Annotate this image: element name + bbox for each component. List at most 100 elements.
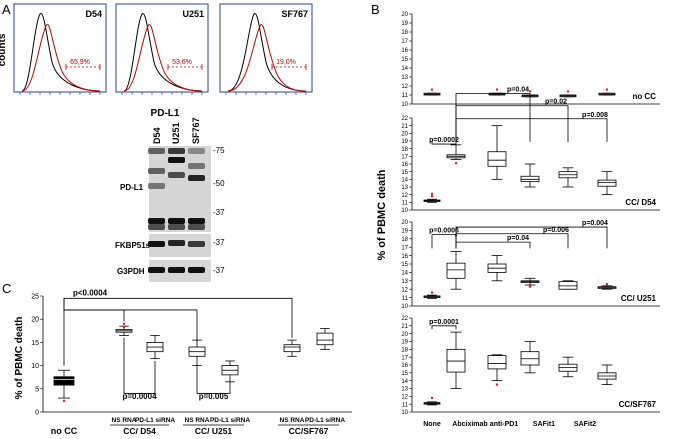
panel-b-subpanel-2: 10 11 12 13 14 15 16 17 18 19 20 CC/ U251 p=0.0006 p=… [401, 220, 660, 310]
blot-band [168, 218, 185, 224]
significance-label: p<0.0004 [73, 289, 108, 298]
blot-marker-75: -75 [213, 146, 225, 155]
blot-band [168, 240, 185, 246]
box-outlier [430, 195, 434, 198]
box-outlier [430, 396, 434, 400]
significance-label: p=0.008 [582, 112, 608, 119]
tick-label: 22 [401, 316, 408, 322]
box-iqr [597, 179, 617, 187]
flow-panel-sf767: SF767 19,0% [219, 3, 313, 95]
flow-curve-pdl1 [123, 24, 203, 92]
flow-curve-pdl1 [227, 24, 307, 92]
blot-marker-37c: -37 [213, 266, 225, 275]
significance-label: p=0.0002 [429, 137, 459, 144]
blot-band [188, 241, 205, 247]
tick-label: 14 [401, 271, 408, 277]
box-outlier [566, 90, 570, 93]
tick-label: 16 [401, 363, 408, 369]
blot-band [148, 183, 165, 189]
blot-lane-d54: D54 [152, 127, 162, 144]
box-outlier [528, 90, 532, 93]
panel-label-a: A [2, 2, 11, 17]
flow-xlabel: PD-L1 [151, 108, 180, 119]
flow-title: U251 [182, 9, 204, 19]
blot-lane-u251: U251 [171, 122, 181, 144]
significance-bracket [455, 118, 608, 142]
tick-label: 13 [401, 185, 408, 191]
flow-curve-control [21, 13, 101, 92]
tick-label: 13 [401, 75, 408, 81]
tick-label: 20 [31, 317, 39, 324]
flow-curve-control [227, 13, 307, 92]
significance-label: p=0.0001 [429, 319, 459, 326]
tick-label: 20 [401, 12, 408, 18]
flow-percent: 53,6% [172, 59, 192, 66]
significance-bracket [196, 365, 231, 394]
category-label: PD-L1 siRNA [135, 417, 175, 424]
tick-label: 18 [401, 348, 408, 354]
category-label: SAFit2 [574, 421, 596, 428]
subpanel-label: CC/ U251 [621, 294, 657, 303]
blot-band [148, 168, 165, 174]
box-iqr [487, 355, 507, 370]
tick-label: 10 [401, 410, 408, 416]
tick-label: 15 [31, 340, 39, 347]
significance-bracket [455, 226, 608, 249]
category-label: no CC [51, 426, 78, 436]
blot-marker-50: -50 [213, 179, 225, 188]
box-outlier [122, 325, 126, 329]
panel-c-boxplot: % of PBMC death 0 5 10 15 20 25 p<0.0004 p=0.00… [14, 289, 352, 436]
tick-label: 11 [402, 93, 409, 99]
blot-band [148, 148, 165, 154]
blot-band [148, 241, 165, 247]
box-outlier [430, 88, 434, 91]
significance-label: p=0.004 [582, 220, 608, 227]
blot-row-pdl1: PD-L1 [120, 183, 144, 192]
significance-label: p=0.006 [543, 227, 569, 234]
category-label: Abciximab [452, 421, 487, 428]
blot-band [188, 218, 205, 224]
significance-bracket [64, 309, 125, 322]
tick-label: 5 [35, 386, 39, 393]
category-label: SAFit1 [533, 421, 555, 428]
box-outlier [495, 383, 499, 386]
western-blot: D54 U251 SF767 PD-L1 FKBP51s G3PDH -75 -… [115, 117, 225, 282]
tick-label: 15 [401, 371, 408, 377]
tick-label: 12 [401, 193, 408, 199]
blot-row-fkbp51: FKBP51s [115, 241, 151, 250]
tick-label: 18 [401, 30, 408, 36]
tick-label: 19 [401, 139, 408, 145]
flow-title: D54 [85, 9, 102, 19]
tick-label: 13 [401, 279, 408, 285]
tick-label: 19 [401, 229, 408, 235]
tick-label: 18 [401, 237, 408, 243]
flow-percent: 19,0% [276, 59, 296, 66]
tick-label: 14 [401, 66, 408, 72]
flow-cytometry: counts PD-L1 D54 65,9% U251 53,6% SF767 19,0% [0, 3, 313, 119]
tick-label: 25 [31, 294, 39, 301]
significance-bracket [431, 234, 457, 249]
significance-bracket [431, 141, 457, 145]
blot-marker-37a: -37 [213, 208, 225, 217]
blot-band [168, 224, 185, 230]
significance-bracket [63, 298, 198, 343]
tick-label: 15 [401, 57, 408, 63]
box-iqr [487, 151, 507, 167]
box-iqr [558, 281, 578, 290]
blot-row-g3pdh: G3PDH [117, 267, 145, 276]
tick-label: 13 [401, 387, 408, 393]
significance-bracket [63, 297, 293, 366]
panel-b-boxplots: % of PBMC death 1011121314151617181920no… [376, 12, 660, 428]
blot-band [148, 267, 165, 273]
box-outlier [122, 322, 126, 326]
blot-band [188, 224, 205, 230]
box-outlier [430, 291, 434, 294]
subpanel-label: CC/ D54 [625, 198, 656, 207]
significance-label: p=0.04 [507, 86, 529, 93]
blot-band [148, 218, 165, 224]
tick-label: 11 [402, 402, 409, 408]
significance-label: p=0.005 [199, 392, 229, 401]
flow-ylabel: counts [0, 33, 8, 66]
tick-label: 14 [401, 379, 408, 385]
